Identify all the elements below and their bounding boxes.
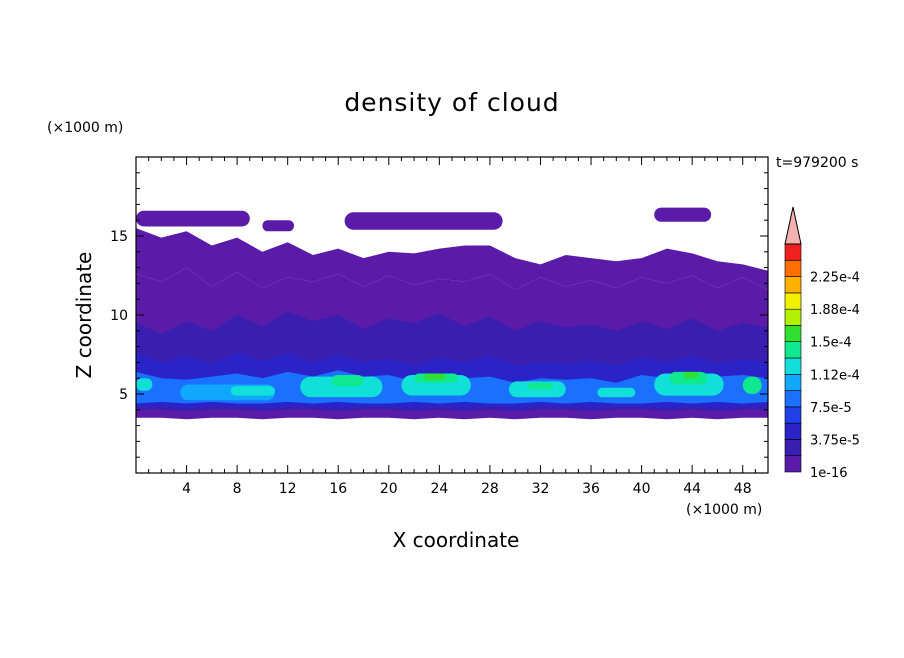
contour-cell-18 <box>683 371 699 379</box>
colorbar-swatch-10 <box>784 308 802 326</box>
colorbar-swatch-8 <box>784 341 802 359</box>
x-tick-label-48: 48 <box>734 481 752 497</box>
z-tick-label-5: 5 <box>119 387 128 403</box>
x-axis-title: X coordinate <box>392 528 520 552</box>
contour-cell-3 <box>344 212 503 230</box>
x-tick-label-36: 36 <box>582 481 600 497</box>
x-tick-label-12: 12 <box>279 481 297 497</box>
z-axis-title: Z coordinate <box>72 251 96 379</box>
x-tick-label-32: 32 <box>532 481 550 497</box>
x-tick-label-28: 28 <box>481 481 499 497</box>
colorbar-swatch-1 <box>784 455 802 473</box>
x-tick-label-44: 44 <box>683 481 701 497</box>
contour-cell-19 <box>742 376 762 394</box>
x-tick-label-16: 16 <box>329 481 347 497</box>
contour-cell-7 <box>230 386 275 396</box>
colorbar-label-6: 1.88e-4 <box>810 303 860 318</box>
contour-cell-15 <box>597 387 636 398</box>
contour-cell-9 <box>331 375 364 387</box>
time-label: t=979200 s <box>776 155 859 171</box>
colorbar-swatch-6 <box>784 373 802 391</box>
colorbar-label-7: 2.25e-4 <box>810 271 860 286</box>
colorbar-swatch-7 <box>784 357 802 375</box>
contour-cell-4 <box>654 207 712 222</box>
colorbar-label-2: 3.75e-5 <box>810 433 860 448</box>
colorbar-swatch-11 <box>784 292 802 310</box>
colorbar-swatch-2 <box>784 439 802 456</box>
colorbar-label-3: 7.5e-5 <box>810 401 852 416</box>
colorbar-swatch-14 <box>784 243 802 261</box>
contour-cell-5 <box>142 255 155 271</box>
colorbar-swatch-4 <box>784 406 802 424</box>
colorbar-swatch-3 <box>784 422 802 440</box>
colorbar-swatch-12 <box>784 276 802 294</box>
z-tick-label-15: 15 <box>110 229 128 245</box>
x-unit-label: (×1000 m) <box>686 502 763 518</box>
contour-band-1 <box>136 228 768 290</box>
x-tick-label-4: 4 <box>182 481 191 497</box>
z-unit-label: (×1000 m) <box>47 120 124 136</box>
colorbar-label-4: 1.12e-4 <box>810 368 860 383</box>
colorbar-label-5: 1.5e-4 <box>810 336 852 351</box>
colorbar-swatch-13 <box>784 259 802 277</box>
contour-cell-20 <box>136 378 153 391</box>
contour-cell-2 <box>262 220 294 232</box>
x-tick-label-20: 20 <box>380 481 398 497</box>
contour-cell-1 <box>136 210 250 227</box>
colorbar-swatch-9 <box>784 325 802 342</box>
z-tick-label-10: 10 <box>110 308 128 324</box>
x-tick-label-8: 8 <box>233 481 242 497</box>
contour-cell-12 <box>424 373 446 380</box>
colorbar-extend-arrow <box>784 206 802 245</box>
x-tick-label-40: 40 <box>633 481 651 497</box>
colorbar-label-1: 1e-16 <box>810 466 848 481</box>
colorbar-swatch-5 <box>784 390 802 408</box>
x-tick-label-24: 24 <box>430 481 448 497</box>
chart-title: density of cloud <box>344 88 560 117</box>
contour-cell-14 <box>527 382 554 390</box>
